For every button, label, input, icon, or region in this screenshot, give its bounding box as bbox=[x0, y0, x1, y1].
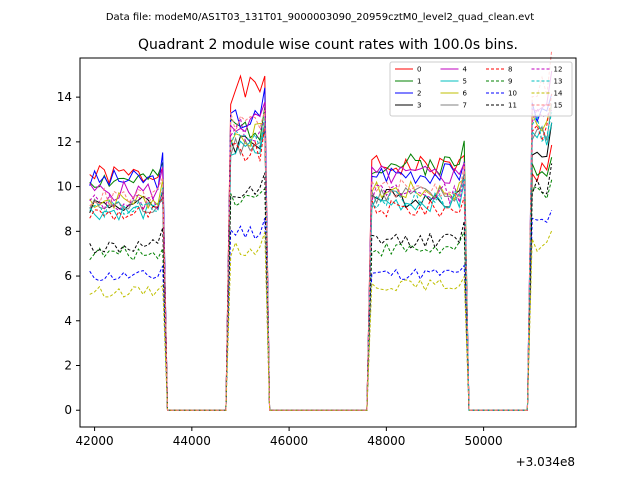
legend-label-14: 14 bbox=[554, 90, 563, 98]
legend-label-10: 10 bbox=[508, 90, 517, 98]
x-tick-label: 48000 bbox=[367, 434, 405, 448]
legend-box bbox=[389, 61, 573, 117]
legend-label-13: 13 bbox=[554, 78, 563, 86]
x-tick-label: 50000 bbox=[465, 434, 503, 448]
x-tick-label: 42000 bbox=[75, 434, 113, 448]
y-tick-label: 8 bbox=[64, 224, 72, 238]
legend-label-11: 11 bbox=[508, 102, 517, 110]
chart-title: Quadrant 2 module wise count rates with … bbox=[138, 37, 518, 53]
y-tick-label: 4 bbox=[64, 314, 72, 328]
y-tick-label: 12 bbox=[57, 135, 72, 149]
y-tick-label: 10 bbox=[57, 180, 72, 194]
legend-label-6: 6 bbox=[463, 90, 468, 98]
legend-label-0: 0 bbox=[417, 66, 421, 74]
y-tick-label: 14 bbox=[57, 90, 72, 104]
legend-label-7: 7 bbox=[463, 102, 467, 110]
legend-label-15: 15 bbox=[554, 102, 563, 110]
x-offset-label: +3.034e8 bbox=[516, 455, 575, 469]
y-tick-label: 0 bbox=[64, 403, 72, 417]
y-tick-label: 2 bbox=[64, 359, 72, 373]
chart-suptitle: Data file: modeM0/AS1T03_131T01_90000030… bbox=[106, 12, 534, 23]
legend-label-1: 1 bbox=[417, 78, 421, 86]
x-tick-label: 46000 bbox=[270, 434, 308, 448]
series-layer bbox=[89, 50, 553, 411]
x-axis: 42000 44000 46000 48000 50000 bbox=[75, 427, 503, 448]
y-axis: 0 2 4 6 8 10 12 14 bbox=[57, 90, 80, 417]
legend-label-3: 3 bbox=[417, 102, 421, 110]
y-tick-label: 6 bbox=[64, 269, 72, 283]
legend-label-2: 2 bbox=[417, 90, 421, 98]
axes-frame bbox=[79, 57, 577, 428]
legend-label-4: 4 bbox=[463, 66, 468, 74]
legend-label-5: 5 bbox=[463, 78, 467, 86]
plot-area bbox=[80, 58, 576, 427]
legend-label-12: 12 bbox=[554, 66, 563, 74]
x-tick-label: 44000 bbox=[173, 434, 211, 448]
legend-label-9: 9 bbox=[508, 78, 512, 86]
series-line-12 bbox=[89, 107, 553, 411]
legend-label-8: 8 bbox=[508, 66, 512, 74]
series-line-15 bbox=[89, 50, 553, 411]
